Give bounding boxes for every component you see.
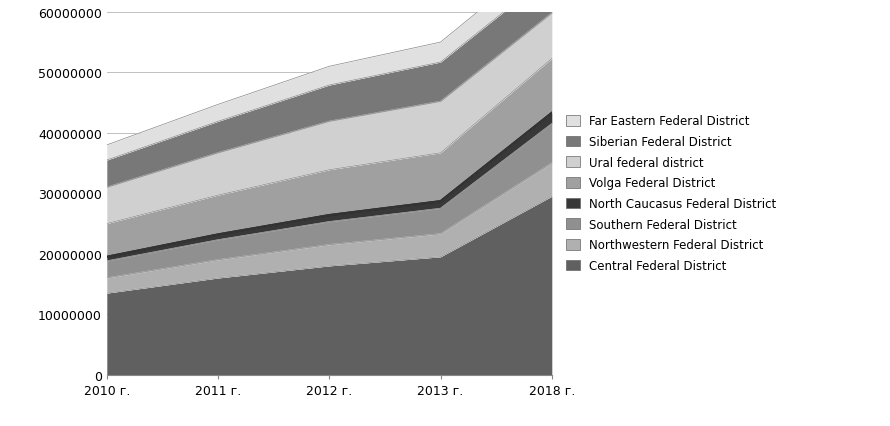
Legend: Far Eastern Federal District, Siberian Federal District, Ural federal district, : Far Eastern Federal District, Siberian F… — [562, 112, 781, 276]
